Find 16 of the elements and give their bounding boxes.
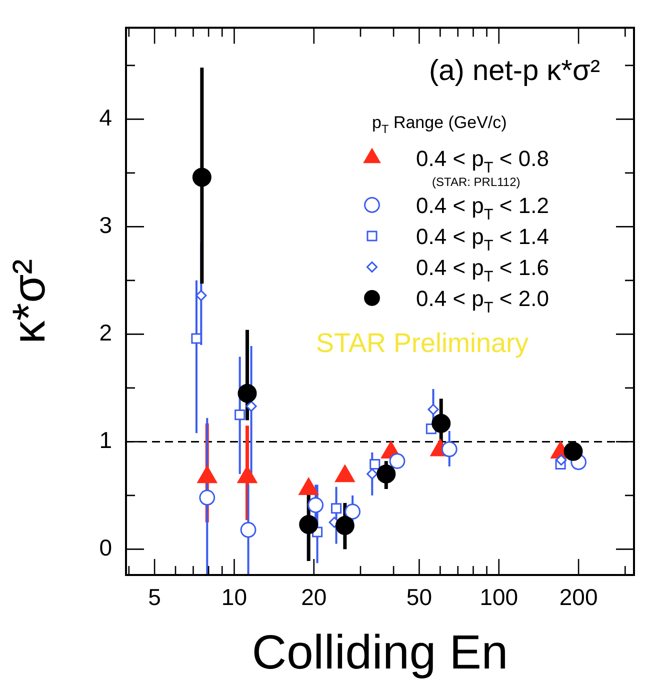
y-tick-label: 3 [99, 212, 112, 238]
y-tick-label: 0 [99, 534, 112, 561]
y-tick-label: 4 [99, 104, 112, 131]
y-tick-label: 1 [99, 427, 112, 454]
y-axis-title: κ*σ² [2, 259, 54, 344]
annotation: (a) net-p κ*σ² [429, 55, 600, 87]
x-tick-label: 10 [221, 584, 248, 610]
x-tick-label: 200 [559, 584, 598, 610]
x-tick-label: 20 [301, 584, 327, 610]
y-tick-label: 2 [99, 320, 112, 346]
x-tick-label: 50 [406, 584, 432, 610]
x-axis-title: Colliding En [252, 626, 508, 680]
x-tick-label: 5 [148, 584, 161, 610]
x-tick-label: 100 [480, 584, 518, 610]
annotation: (STAR: PRL112) [432, 175, 520, 189]
annotation: STAR Preliminary [316, 328, 530, 358]
